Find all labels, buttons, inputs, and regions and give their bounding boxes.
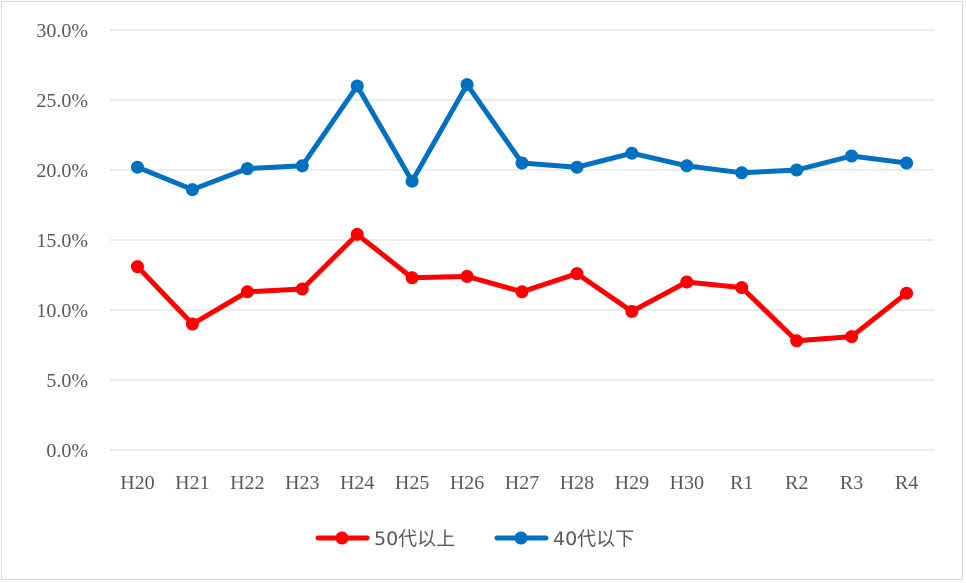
data-point (845, 330, 859, 344)
data-point (295, 159, 309, 173)
x-tick-label: H25 (395, 472, 429, 494)
y-tick-label: 15.0% (36, 230, 88, 252)
data-point (790, 334, 804, 348)
x-tick-label: H29 (615, 472, 649, 494)
x-tick-label: H24 (340, 472, 374, 494)
series-1 (130, 78, 914, 197)
data-point (680, 275, 694, 289)
data-point (515, 285, 529, 299)
x-tick-label: H30 (670, 472, 704, 494)
y-tick-label: 0.0% (46, 440, 88, 462)
data-point (625, 304, 639, 318)
series-group (130, 78, 914, 348)
x-tick-label: H28 (560, 472, 594, 494)
data-point (350, 227, 364, 241)
x-tick-label: R3 (840, 472, 863, 494)
y-axis-ticks: 0.0% 5.0% 10.0% 15.0% 20.0% 25.0% 30.0% (36, 20, 88, 462)
y-tick-label: 25.0% (36, 90, 88, 112)
data-point (570, 160, 584, 174)
gridlines (110, 29, 934, 451)
data-point (130, 160, 144, 174)
legend-label-series-0: 50代以上 (374, 528, 455, 550)
data-point (295, 282, 309, 296)
legend-marker-series-0 (335, 531, 349, 545)
x-tick-label: R1 (730, 472, 753, 494)
y-tick-label: 5.0% (46, 370, 88, 392)
x-tick-label: H20 (120, 472, 154, 494)
data-point (185, 317, 199, 331)
data-point (900, 156, 914, 170)
y-tick-label: 30.0% (36, 20, 88, 42)
legend-item-series-1: 40代以下 (494, 528, 634, 550)
legend: 50代以上 40代以下 (315, 528, 634, 550)
y-tick-label: 10.0% (36, 300, 88, 322)
data-point (680, 159, 694, 173)
x-tick-label: H27 (505, 472, 539, 494)
data-point (845, 149, 859, 163)
data-point (515, 156, 529, 170)
data-point (900, 286, 914, 300)
data-point (735, 281, 749, 295)
legend-marker-series-1 (514, 531, 528, 545)
data-point (240, 285, 254, 299)
legend-item-series-0: 50代以上 (315, 528, 455, 550)
series-0 (130, 227, 914, 348)
data-point (130, 260, 144, 274)
data-point (625, 146, 639, 160)
data-point (460, 269, 474, 283)
x-tick-label: H23 (285, 472, 319, 494)
data-point (790, 163, 804, 177)
x-axis-ticks: H20 H21 H22 H23 H24 H25 H26 H27 H28 H29 H30 R1 R2 R3 R… (120, 472, 918, 494)
data-point (185, 183, 199, 197)
data-point (240, 162, 254, 176)
x-tick-label: H26 (450, 472, 484, 494)
data-point (460, 78, 474, 92)
y-tick-label: 20.0% (36, 160, 88, 182)
data-point (570, 267, 584, 281)
legend-label-series-1: 40代以下 (553, 528, 634, 550)
data-point (405, 271, 419, 285)
data-point (735, 166, 749, 180)
x-tick-label: R2 (785, 472, 808, 494)
data-point (405, 174, 419, 188)
x-tick-label: R4 (895, 472, 918, 494)
x-tick-label: H21 (175, 472, 209, 494)
x-tick-label: H22 (230, 472, 264, 494)
data-point (350, 79, 364, 93)
